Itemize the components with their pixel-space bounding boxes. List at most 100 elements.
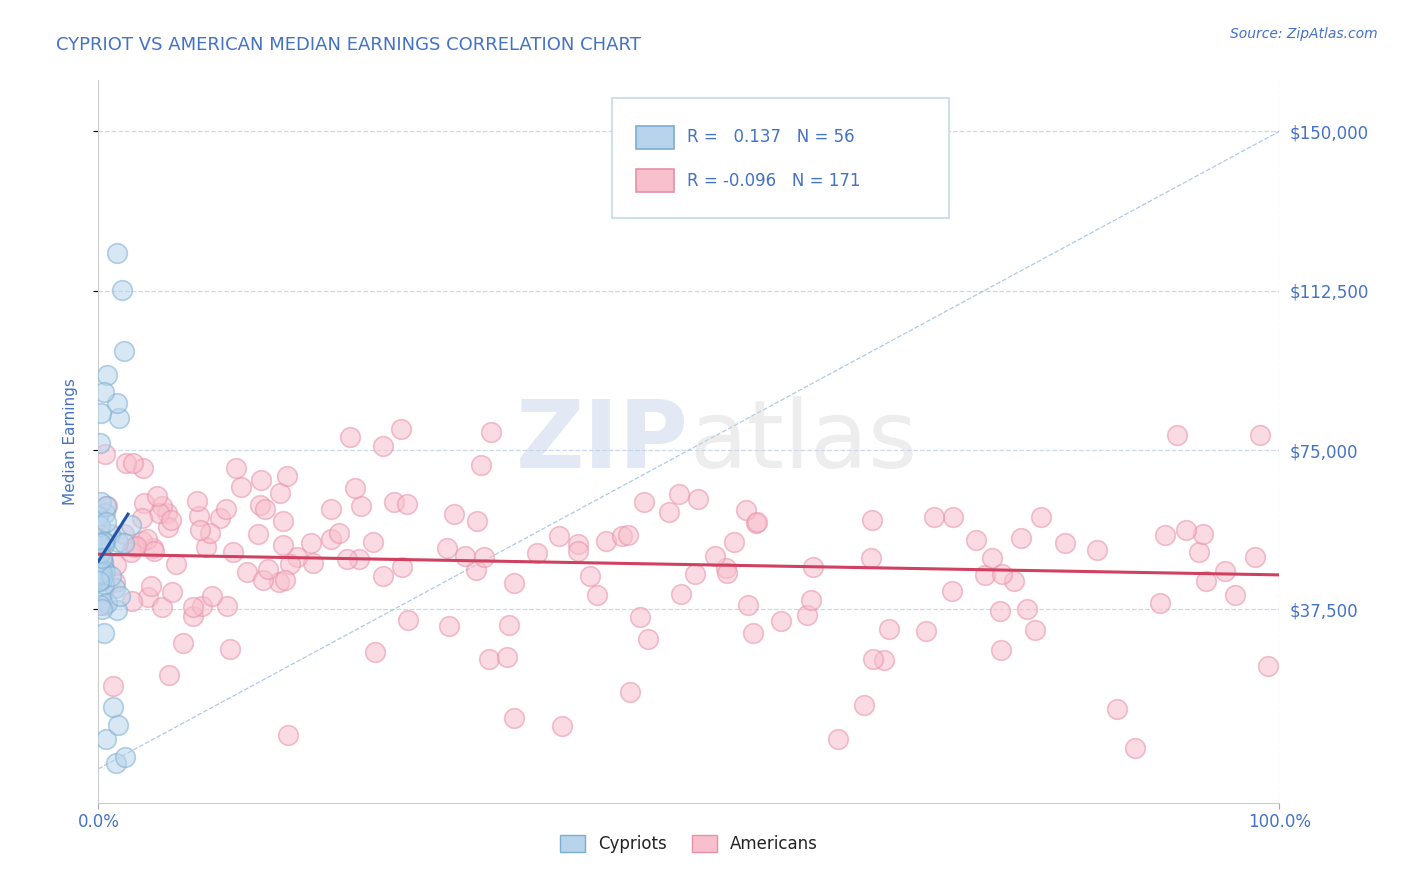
Point xyxy=(267,575,290,590)
Point xyxy=(683,566,706,581)
Point xyxy=(157,668,180,682)
Point xyxy=(1054,536,1077,550)
Point xyxy=(142,543,165,558)
Point xyxy=(742,626,765,640)
Point xyxy=(922,509,945,524)
Point xyxy=(194,540,217,554)
Point xyxy=(1085,543,1108,558)
Point xyxy=(249,498,271,512)
Point xyxy=(93,562,115,576)
Point xyxy=(470,458,492,472)
Point xyxy=(668,487,690,501)
Text: R =   0.137   N = 56: R = 0.137 N = 56 xyxy=(686,128,855,146)
Point xyxy=(107,718,129,732)
Point xyxy=(716,566,738,581)
Point xyxy=(181,600,204,615)
Point xyxy=(231,480,253,494)
Point xyxy=(252,574,274,588)
Point xyxy=(396,613,419,627)
Point xyxy=(703,549,725,563)
Point xyxy=(87,561,110,575)
Point xyxy=(302,556,325,570)
Point xyxy=(115,456,138,470)
Point xyxy=(90,572,112,586)
Point xyxy=(637,632,659,646)
Point xyxy=(120,545,142,559)
Point xyxy=(122,456,145,470)
Point xyxy=(89,527,111,541)
Point xyxy=(859,550,882,565)
Point xyxy=(873,653,896,667)
Point xyxy=(276,468,298,483)
Bar xyxy=(636,169,673,193)
Point xyxy=(827,732,849,747)
Point xyxy=(94,515,117,529)
Point xyxy=(134,496,156,510)
Point xyxy=(94,565,117,579)
Point xyxy=(108,411,131,425)
Point xyxy=(371,569,394,583)
Point xyxy=(96,368,118,382)
Point xyxy=(502,711,524,725)
Point xyxy=(156,506,179,520)
Point xyxy=(188,508,211,523)
Point xyxy=(93,577,115,591)
Point xyxy=(218,642,240,657)
Point xyxy=(915,624,938,639)
Point xyxy=(87,568,110,582)
Point xyxy=(1166,428,1188,442)
Point xyxy=(112,343,135,358)
Point xyxy=(344,481,367,495)
Point xyxy=(93,625,115,640)
Point xyxy=(1024,624,1046,638)
Point xyxy=(443,508,465,522)
Point xyxy=(328,526,350,541)
Point xyxy=(547,529,569,543)
Point xyxy=(100,569,122,583)
Point xyxy=(1188,545,1211,559)
Point xyxy=(472,550,495,565)
Point xyxy=(465,514,488,528)
Point xyxy=(965,533,987,547)
Point xyxy=(160,585,183,599)
Point xyxy=(1105,702,1128,716)
Text: atlas: atlas xyxy=(689,395,917,488)
Point xyxy=(96,499,118,513)
Point xyxy=(101,700,124,714)
Point xyxy=(96,500,118,514)
Point xyxy=(364,645,387,659)
Point xyxy=(131,511,153,525)
Point xyxy=(567,537,589,551)
Point xyxy=(688,491,710,506)
Point xyxy=(172,636,194,650)
Point xyxy=(495,649,517,664)
Point xyxy=(105,558,128,573)
Point xyxy=(274,574,297,588)
Point xyxy=(745,516,768,530)
Point xyxy=(796,607,818,622)
Point xyxy=(190,523,212,537)
Point xyxy=(269,486,291,500)
Point xyxy=(1194,574,1216,588)
Point xyxy=(941,584,963,599)
Point xyxy=(371,439,394,453)
Point xyxy=(89,536,111,550)
Point xyxy=(280,558,302,572)
Point xyxy=(89,598,111,612)
Point xyxy=(633,495,655,509)
Point xyxy=(744,516,766,531)
Point xyxy=(208,510,231,524)
Point xyxy=(114,750,136,764)
Point xyxy=(131,534,153,549)
Point xyxy=(1017,602,1039,616)
Point xyxy=(723,534,745,549)
Point xyxy=(105,603,128,617)
Point xyxy=(498,618,520,632)
Point xyxy=(1223,588,1246,602)
Point xyxy=(253,502,276,516)
Point xyxy=(1010,531,1032,545)
Point xyxy=(217,599,239,614)
Point xyxy=(93,384,115,399)
Point xyxy=(347,552,370,566)
Point xyxy=(91,534,114,549)
